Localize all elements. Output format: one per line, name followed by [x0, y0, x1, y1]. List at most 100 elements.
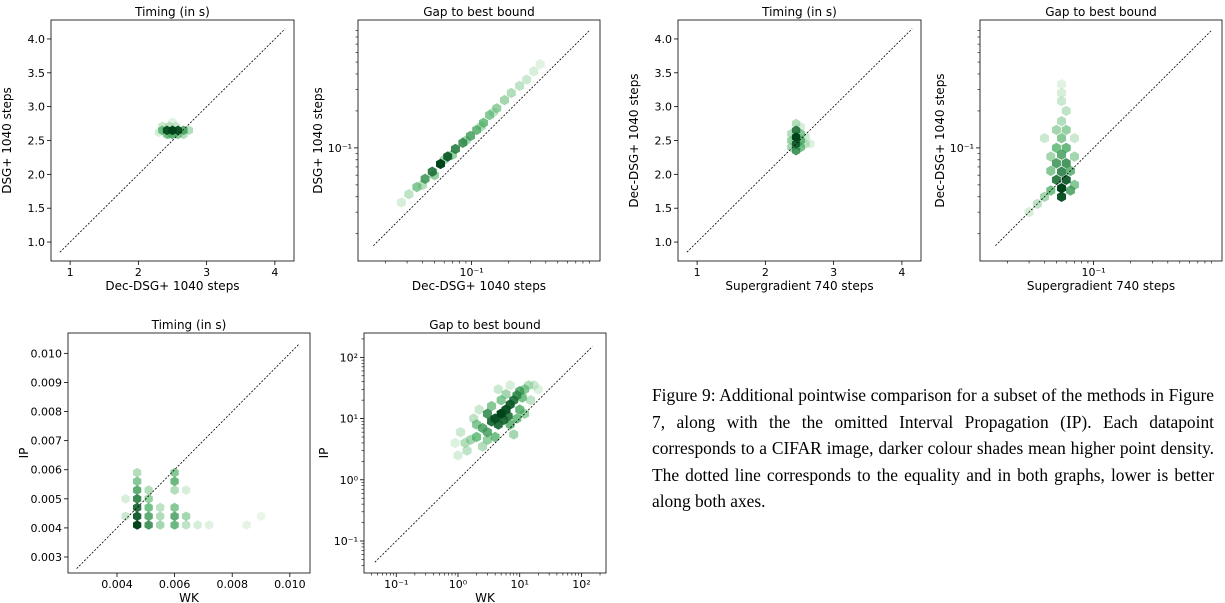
- hexbin-layer: [121, 467, 266, 530]
- x-tick-label: 0.006: [159, 578, 191, 591]
- x-tick-label: 0.010: [274, 578, 306, 591]
- hexbin-cell: [1061, 124, 1071, 136]
- hexbin-cell: [144, 485, 153, 495]
- x-tick-label: 3: [203, 266, 210, 279]
- hexbin-cell: [482, 408, 492, 419]
- hexbin-cell: [1061, 174, 1071, 185]
- y-tick-label: 10⁻¹: [950, 142, 974, 155]
- hexbin-cell: [791, 125, 801, 136]
- hexbin-cell: [1057, 132, 1067, 144]
- hexbin-cell: [512, 413, 522, 424]
- hexbin-cell: [472, 431, 482, 443]
- x-tick-label: 10⁰: [449, 578, 468, 591]
- hexbin-cell: [450, 143, 460, 155]
- x-axis-label: Dec-DSG+ 1040 steps: [105, 279, 239, 293]
- x-axis-label: WK: [475, 591, 496, 603]
- hexbin-layer: [787, 118, 815, 156]
- hexbin-cell: [1057, 87, 1067, 99]
- plot-title: Gap to best bound: [429, 318, 541, 332]
- hexbin-cell: [205, 520, 214, 530]
- hexbin-cell: [181, 485, 191, 495]
- axes-frame: [67, 332, 311, 574]
- equality-diagonal-line: [995, 30, 1212, 246]
- hexbin-cell: [1061, 158, 1071, 169]
- hexbin-cell: [168, 125, 177, 136]
- hexbin-cell: [1046, 165, 1056, 177]
- hexbin-cell: [1069, 132, 1079, 144]
- hexbin-cell: [487, 400, 497, 412]
- hexbin-cell: [443, 151, 453, 162]
- hexbin-cell: [515, 404, 525, 415]
- y-axis-label: Dec-DSG+ 1040 steps: [627, 73, 641, 207]
- y-tick-label: 0.004: [31, 522, 63, 535]
- hexbin-cell: [1046, 151, 1056, 162]
- hexbin-cell: [1051, 142, 1061, 154]
- y-axis-label: Dec-DSG+ 1040 steps: [933, 73, 947, 207]
- hexbin-cell: [156, 511, 165, 522]
- y-tick-label: 0.008: [31, 406, 63, 419]
- plot-title: Gap to best bound: [1045, 5, 1157, 19]
- y-tick-label: 2.0: [28, 168, 46, 181]
- hexbin-cell: [509, 429, 519, 440]
- hexbin-cell: [132, 476, 142, 487]
- hexbin-cell: [496, 394, 506, 406]
- hexbin-cell: [479, 117, 489, 129]
- hexbin-cell: [1057, 96, 1067, 107]
- y-tick-label: 10¹: [340, 413, 358, 426]
- plot-timing-ip-vs-wk: 0.004 0.006 0.008 0.010 0.003 0.004 0.005 0.006…: [17, 318, 311, 603]
- plot-title: Timing (in s): [134, 5, 210, 19]
- x-tick-label: 10⁻¹: [1081, 266, 1105, 279]
- y-tick-label: 3.5: [28, 67, 46, 80]
- x-tick-label: 2: [762, 266, 769, 279]
- y-tick-label: 2.0: [655, 168, 673, 181]
- hexbin-cell: [181, 520, 191, 530]
- hexbin-cell: [791, 118, 801, 129]
- y-tick-label: 0.005: [31, 493, 63, 506]
- hexbin-cell: [490, 431, 500, 443]
- y-axis-label: DSG+ 1040 steps: [311, 87, 325, 194]
- y-tick-label: 4.0: [28, 33, 46, 46]
- hexbin-cell: [505, 380, 515, 391]
- hexbin-cell: [1061, 105, 1071, 117]
- hexbin-cell: [492, 103, 502, 114]
- hexbin-cell: [791, 132, 801, 142]
- x-tick-label: 10²: [572, 578, 590, 591]
- hexbin-cell: [526, 394, 536, 406]
- hexbin-cell: [420, 173, 430, 185]
- hexbin-cell: [535, 59, 545, 70]
- hexbin-cell: [242, 520, 251, 530]
- plot-timing-dsg-vs-decdsg: 1 2 3 4 1.0 1.5 2.0 2.5 3.0 3.5 4.0 Timing (in s) De…: [0, 5, 295, 293]
- y-tick-label: 1.5: [28, 202, 46, 215]
- hexbin-cell: [456, 426, 466, 438]
- hexbin-cell: [132, 494, 142, 504]
- equality-diagonal-line: [59, 28, 286, 253]
- hexbin-cell: [170, 467, 179, 478]
- plot-timing-decdsg-vs-supergradient: 1 2 3 4 1.0 1.5 2.0 2.5 3.0 3.5 4.0 Timing (in s) Su…: [627, 5, 922, 293]
- y-tick-label: 0.009: [31, 376, 63, 389]
- x-tick-label: 4: [898, 266, 905, 279]
- y-tick-label: 0.006: [31, 464, 63, 477]
- hexbin-cell: [144, 502, 153, 513]
- x-tick-label: 10⁻¹: [459, 266, 483, 279]
- hexbin-cell: [474, 404, 484, 415]
- plot-gap-dsg-vs-decdsg: 10⁻¹ 10⁻¹ Gap to best bound Dec-DSG+ 1040 s…: [311, 5, 601, 293]
- y-tick-label: 3.0: [655, 101, 673, 114]
- hexbin-layer: [396, 59, 545, 208]
- hexbin-cell: [522, 74, 532, 85]
- axes-frame: [357, 19, 601, 262]
- x-tick-label: 3: [830, 266, 837, 279]
- y-axis-label: IP: [317, 448, 331, 459]
- hexbin-cell: [1061, 142, 1071, 154]
- y-tick-label: 0.010: [31, 347, 63, 360]
- hexbin-cell: [1057, 149, 1067, 160]
- figure-caption: Figure 9: Additional pointwise compariso…: [652, 385, 1214, 511]
- hexbin-cell: [500, 94, 510, 106]
- hexbin-cell: [1057, 115, 1067, 127]
- hexbin-layer: [1024, 79, 1079, 218]
- hexbin-cell: [436, 158, 446, 170]
- hexbin-cell: [170, 476, 179, 487]
- hexbin-cell: [496, 408, 506, 419]
- plot-title: Gap to best bound: [423, 5, 535, 19]
- x-axis-label: Supergradient 740 steps: [1027, 279, 1175, 293]
- hexbin-cell: [156, 502, 165, 513]
